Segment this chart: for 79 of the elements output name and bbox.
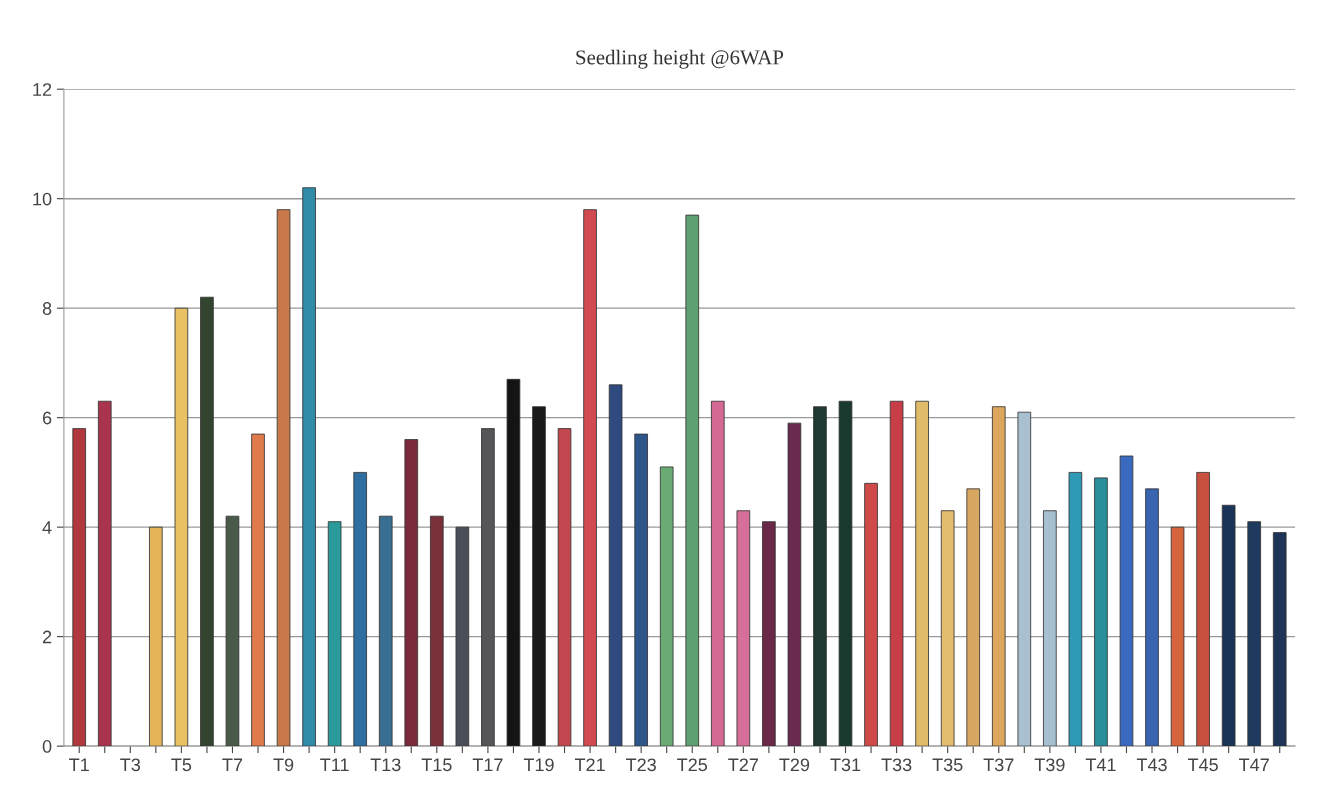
y-tick-label: 4 bbox=[42, 521, 52, 534]
x-tick-label: T9 bbox=[273, 758, 294, 772]
y-tick-label: 2 bbox=[42, 630, 52, 644]
bar bbox=[608, 384, 623, 747]
bar bbox=[736, 510, 751, 747]
bar bbox=[557, 428, 572, 747]
x-tick-label: T27 bbox=[728, 758, 758, 772]
bar bbox=[1196, 471, 1210, 747]
x-tick-label: T39 bbox=[1034, 758, 1065, 772]
x-tick-label: T1 bbox=[69, 758, 89, 772]
x-tick-label: T5 bbox=[171, 758, 192, 772]
bar bbox=[481, 428, 495, 747]
bar bbox=[72, 428, 87, 747]
bar bbox=[634, 433, 648, 747]
bar bbox=[762, 521, 776, 747]
x-tick-label: T3 bbox=[120, 758, 141, 772]
x-tick-label: T23 bbox=[626, 758, 656, 772]
bar bbox=[966, 488, 981, 747]
bar bbox=[430, 515, 444, 747]
bar bbox=[1043, 510, 1057, 747]
bar bbox=[1119, 455, 1134, 747]
bar bbox=[174, 307, 189, 747]
y-tick-label: 10 bbox=[33, 192, 52, 206]
x-tick-label: T47 bbox=[1239, 758, 1269, 772]
bar bbox=[1221, 504, 1236, 747]
bar bbox=[940, 510, 955, 747]
bar bbox=[149, 526, 163, 747]
bar bbox=[710, 400, 725, 747]
y-tick-label: 12 bbox=[33, 83, 52, 96]
bar bbox=[251, 433, 265, 747]
bar bbox=[685, 214, 700, 747]
y-tick-label: 0 bbox=[42, 740, 52, 753]
x-tick-label: T33 bbox=[881, 758, 912, 772]
x-tick-label: T29 bbox=[779, 758, 810, 772]
bar bbox=[991, 406, 1006, 747]
chart-title: Seedling height @6WAP bbox=[576, 49, 784, 69]
bar bbox=[889, 400, 904, 747]
x-tick-label: T43 bbox=[1136, 758, 1167, 772]
x-tick-label: T11 bbox=[320, 758, 349, 772]
bar bbox=[302, 187, 316, 747]
x-tick-label: T21 bbox=[574, 758, 605, 772]
bar bbox=[583, 209, 597, 747]
bar bbox=[506, 378, 521, 747]
bar bbox=[97, 400, 112, 747]
bar bbox=[1247, 521, 1261, 747]
bar bbox=[404, 439, 419, 747]
x-tick-label: T7 bbox=[222, 758, 243, 772]
bar bbox=[864, 482, 878, 747]
bar bbox=[813, 406, 827, 747]
bar bbox=[787, 422, 802, 747]
x-tick-label: T35 bbox=[932, 758, 963, 772]
bar bbox=[1145, 488, 1159, 747]
x-tick-label: T41 bbox=[1085, 758, 1116, 772]
bar bbox=[1170, 526, 1185, 747]
bar bbox=[1272, 532, 1287, 747]
x-tick-label: T13 bbox=[370, 758, 401, 772]
x-tick-label: T37 bbox=[983, 758, 1014, 772]
bar bbox=[1094, 477, 1108, 747]
bar bbox=[659, 466, 674, 747]
x-tick-label: T25 bbox=[677, 758, 708, 772]
bar bbox=[1068, 471, 1083, 747]
x-tick-label: T31 bbox=[830, 758, 861, 772]
bar bbox=[200, 296, 214, 747]
bar bbox=[915, 400, 929, 747]
x-tick-label: T45 bbox=[1187, 758, 1218, 772]
bar bbox=[455, 526, 470, 747]
bar bbox=[276, 209, 291, 747]
y-tick-label: 8 bbox=[42, 302, 52, 315]
bar bbox=[532, 406, 546, 747]
bar bbox=[225, 515, 240, 747]
bar bbox=[327, 521, 342, 747]
y-tick-label: 6 bbox=[42, 411, 52, 425]
bar bbox=[353, 471, 367, 747]
x-tick-label: T15 bbox=[421, 758, 452, 772]
bar bbox=[838, 400, 853, 747]
bar bbox=[378, 515, 393, 747]
x-tick-label: T17 bbox=[472, 758, 503, 772]
bar bbox=[1017, 411, 1032, 747]
x-tick-label: T19 bbox=[523, 758, 554, 772]
